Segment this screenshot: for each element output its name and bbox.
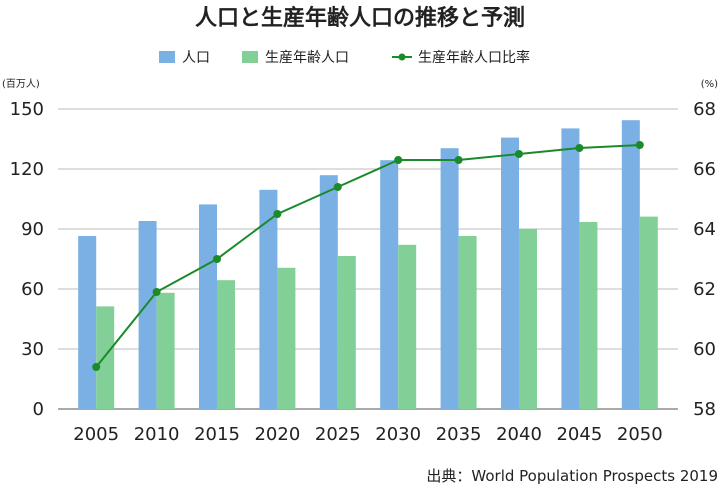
- right-axis-unit: (%): [701, 79, 718, 90]
- x-tick-label: 2050: [617, 424, 663, 445]
- right-tick-label: 66: [693, 159, 716, 180]
- source-note: 出典：World Population Prospects 2019: [426, 467, 718, 484]
- bar-population: [138, 221, 157, 409]
- ratio-point: [575, 144, 584, 152]
- left-tick-label: 0: [33, 399, 44, 420]
- left-axis-ticks: 0 30 60 90 120 150: [10, 99, 44, 420]
- bar-working-age: [277, 267, 296, 409]
- ratio-line: [92, 141, 644, 371]
- ratio-point: [92, 363, 101, 371]
- legend-label-ratio: 生産年齢人口比率: [418, 49, 530, 66]
- bar-population: [501, 137, 519, 409]
- ratio-point: [213, 255, 221, 263]
- chart-title: 人口と生産年齢人口の推移と予測: [195, 5, 525, 31]
- ratio-point: [515, 150, 523, 158]
- ratio-point: [152, 288, 161, 296]
- legend-marker-ratio: [398, 53, 406, 61]
- bar-population: [78, 236, 97, 409]
- ratio-series-line: [95, 144, 640, 368]
- right-axis-ticks: 58 60 62 64 66 68: [693, 99, 716, 420]
- left-tick-label: 60: [21, 279, 44, 300]
- left-tick-label: 30: [21, 339, 44, 360]
- x-tick-label: 2030: [375, 424, 421, 445]
- bar-working-age: [217, 280, 235, 409]
- left-tick-label: 90: [21, 219, 44, 240]
- bar-working-age: [398, 244, 417, 409]
- x-tick-label: 2005: [73, 424, 119, 445]
- x-tick-label: 2015: [194, 424, 240, 445]
- legend-label-population: 人口: [182, 50, 210, 66]
- x-tick-label: 2020: [254, 424, 300, 445]
- bar-population: [199, 204, 217, 409]
- bar-working-age: [96, 306, 115, 409]
- bar-working-age: [156, 292, 175, 409]
- bar-working-age: [579, 222, 598, 409]
- bar-population: [259, 189, 278, 409]
- legend-swatch-working-age: [242, 51, 258, 63]
- ratio-point: [454, 156, 463, 164]
- bar-population: [319, 175, 338, 409]
- bar-population: [621, 120, 640, 409]
- bar-population: [380, 160, 399, 409]
- bar-working-age: [337, 256, 356, 409]
- x-tick-label: 2045: [556, 424, 602, 445]
- ratio-point: [273, 210, 282, 218]
- x-tick-label: 2035: [436, 424, 482, 445]
- right-tick-label: 62: [693, 279, 716, 300]
- ratio-point: [635, 141, 644, 149]
- x-tick-label: 2010: [134, 424, 180, 445]
- x-tick-label: 2040: [496, 424, 542, 445]
- left-tick-label: 120: [10, 159, 44, 180]
- ratio-point: [333, 183, 342, 191]
- legend: 人口 生産年齢人口 生産年齢人口比率: [159, 49, 530, 66]
- bar-working-age: [519, 228, 537, 409]
- ratio-point: [394, 156, 403, 164]
- x-tick-label: 2025: [315, 424, 361, 445]
- bars: [78, 120, 658, 409]
- x-axis-ticks: 2005 2010 2015 2020 2025 2030 2035 2040 2045 2050: [73, 424, 662, 445]
- right-tick-label: 68: [693, 99, 716, 120]
- left-tick-label: 150: [10, 99, 44, 120]
- legend-swatch-population: [159, 51, 175, 63]
- bar-working-age: [458, 236, 477, 409]
- legend-label-working-age: 生産年齢人口: [265, 50, 349, 66]
- left-axis-unit: (百万人): [2, 78, 40, 90]
- right-tick-label: 60: [693, 339, 716, 360]
- right-tick-label: 58: [693, 399, 716, 420]
- bar-working-age: [639, 216, 658, 409]
- right-tick-label: 64: [693, 219, 716, 240]
- bar-population: [561, 128, 580, 409]
- bar-population: [440, 148, 459, 409]
